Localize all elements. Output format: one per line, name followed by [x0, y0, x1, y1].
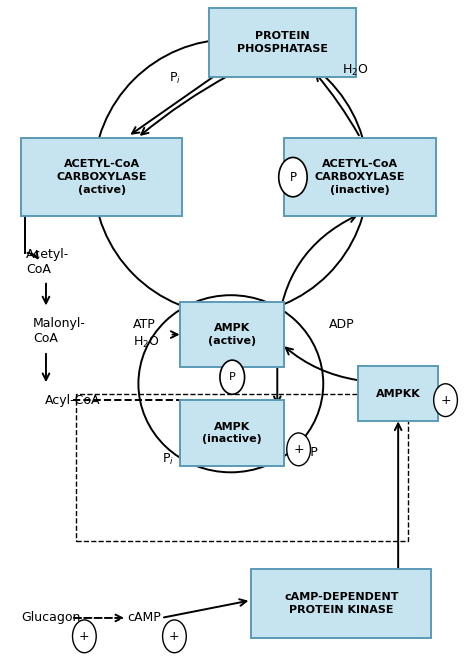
Text: ACETYL-CoA
CARBOXYLASE
(inactive): ACETYL-CoA CARBOXYLASE (inactive) — [315, 159, 405, 195]
Text: PROTEIN
PHOSPHATASE: PROTEIN PHOSPHATASE — [237, 31, 328, 54]
Text: cAMP-DEPENDENT
PROTEIN KINASE: cAMP-DEPENDENT PROTEIN KINASE — [284, 592, 399, 615]
Text: H$_2$O: H$_2$O — [342, 63, 369, 79]
FancyBboxPatch shape — [180, 400, 284, 466]
FancyBboxPatch shape — [21, 138, 182, 216]
Circle shape — [279, 157, 307, 197]
FancyBboxPatch shape — [251, 569, 431, 638]
Text: Malonyl-
CoA: Malonyl- CoA — [33, 318, 86, 345]
Text: P$_i$: P$_i$ — [162, 451, 174, 467]
Text: +: + — [293, 443, 304, 456]
Text: AMPK
(inactive): AMPK (inactive) — [202, 422, 262, 444]
Circle shape — [287, 433, 310, 466]
Text: cAMP: cAMP — [128, 611, 162, 625]
Bar — [76, 394, 408, 541]
Circle shape — [73, 620, 96, 653]
Circle shape — [163, 620, 186, 653]
Text: P: P — [290, 171, 296, 184]
Text: ADP: ADP — [328, 318, 354, 331]
Text: ATP: ATP — [296, 446, 319, 459]
Text: Glucagon: Glucagon — [21, 611, 81, 625]
Circle shape — [220, 360, 245, 394]
Text: Acetyl-
CoA: Acetyl- CoA — [26, 249, 69, 276]
FancyBboxPatch shape — [358, 365, 438, 421]
Text: +: + — [169, 630, 180, 643]
Text: P$_i$: P$_i$ — [169, 71, 182, 87]
Text: P: P — [229, 372, 236, 382]
Text: AMPK
(active): AMPK (active) — [208, 323, 256, 346]
FancyBboxPatch shape — [180, 302, 284, 367]
Text: Acyl-CoA: Acyl-CoA — [45, 394, 100, 407]
FancyBboxPatch shape — [209, 8, 356, 77]
Text: ATP: ATP — [133, 318, 155, 331]
Text: ACETYL-CoA
CARBOXYLASE
(active): ACETYL-CoA CARBOXYLASE (active) — [57, 159, 147, 195]
Text: H$_2$O: H$_2$O — [133, 335, 159, 350]
Text: +: + — [79, 630, 90, 643]
Text: +: + — [440, 394, 451, 407]
Text: AMPKK: AMPKK — [376, 388, 420, 399]
Circle shape — [434, 384, 457, 417]
FancyBboxPatch shape — [284, 138, 436, 216]
